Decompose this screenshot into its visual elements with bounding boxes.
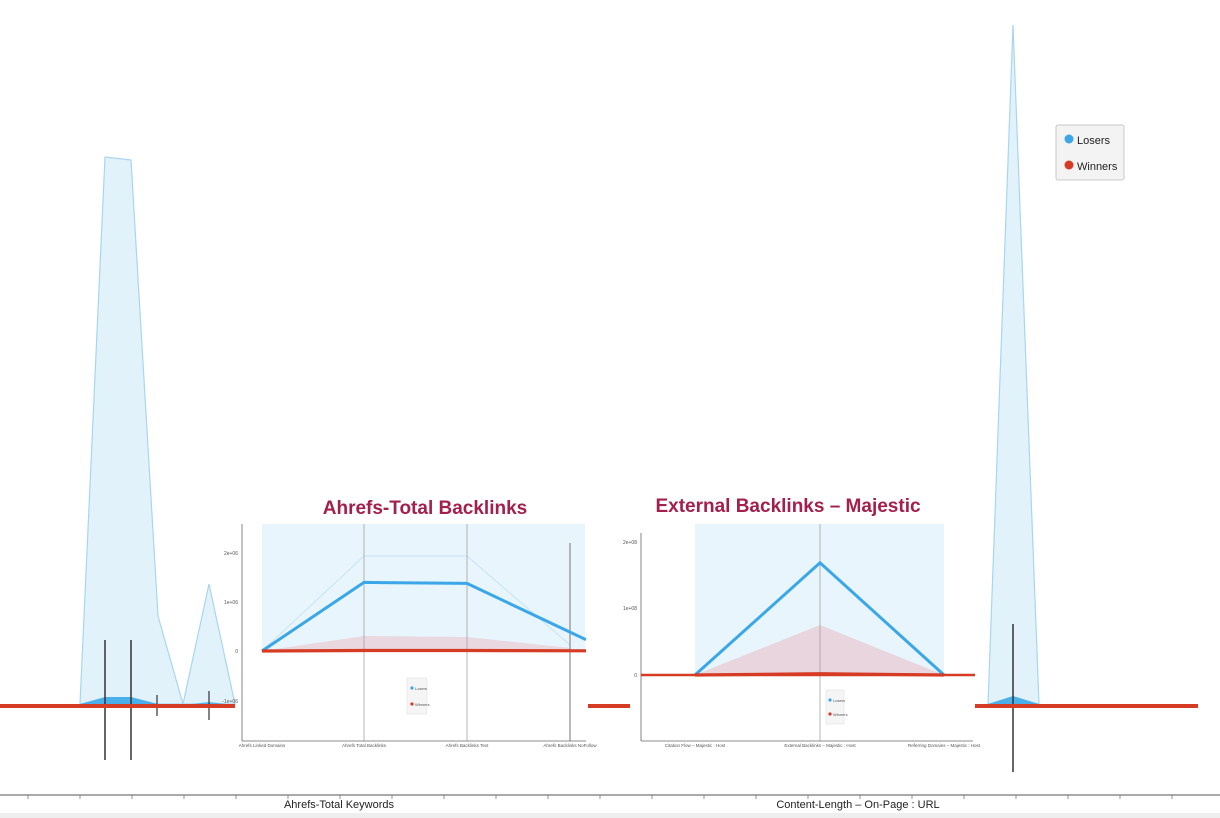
inset-2-losers-line (693, 560, 946, 677)
inset-1-winners-line (261, 648, 587, 653)
inset-ahrefs-backlinks: Ahrefs-Total Backlinks 2e+06 1e+06 0 -1e… (222, 493, 597, 755)
bottom-strip (0, 813, 1220, 818)
inset-1-legend: Losers Winners (406, 677, 430, 715)
inset-1-legend-losers-marker (410, 686, 414, 690)
legend-losers-label: Losers (1077, 135, 1111, 147)
inset-2-legend-winners-marker (828, 712, 832, 716)
x-axis-label-2: Content-Length – On-Page : URL (776, 799, 939, 811)
losers-mound-1 (80, 697, 158, 704)
inset-1-title: Ahrefs-Total Backlinks (323, 498, 527, 519)
inset-1-category-3: Ahrefs Backlinks Text (446, 743, 489, 748)
inset-1-legend-winners-marker (410, 702, 414, 706)
inset-1-winners-band (262, 636, 570, 652)
inset-1-legend-winners: Winners (415, 702, 430, 707)
inset-1-ytick-3: 0 (235, 649, 238, 655)
legend-winners-label: Winners (1077, 161, 1118, 173)
inset-2-legend-winners: Winners (833, 712, 848, 717)
inset-1-category-2: Ahrefs Total Backlinks (342, 743, 387, 748)
legend-losers-marker (1064, 134, 1074, 144)
inset-2-ytick-3: 0 (634, 673, 637, 679)
inset-2-legend-losers: Losers (833, 698, 845, 703)
legend-winners-marker (1064, 160, 1074, 170)
inset-1-ytick-4: -1e+06 (222, 699, 238, 705)
inset-2-ytick-2: 1e+08 (623, 606, 637, 612)
inset-2-legend-box (825, 689, 845, 725)
x-axis-ticks (27, 795, 1173, 799)
inset-2-legend: Losers Winners (825, 689, 848, 725)
inset-2-category-1: Citation Flow – Majestic : Host (665, 743, 726, 748)
inset-1-legend-losers: Losers (415, 686, 427, 691)
inset-2-winners-band (695, 625, 944, 675)
inset-1-ytick-2: 1e+06 (224, 600, 238, 606)
x-axis-label-1: Ahrefs-Total Keywords (284, 799, 395, 811)
inset-majestic-backlinks: External Backlinks – Majestic 2e+08 1e+0… (623, 490, 981, 755)
losers-peak-1 (79, 156, 184, 705)
inset-1-fill-band (262, 524, 585, 652)
main-chart: Ahrefs-Total Keywords Content-Length – O… (0, 24, 1220, 818)
inset-2-title: External Backlinks – Majestic (655, 496, 921, 517)
inset-1-legend-box (406, 677, 428, 715)
inset-1-losers-line (261, 580, 587, 653)
inset-1-category-4: Ahrefs Backlinks NoFollow (543, 743, 597, 748)
inset-2-category-3: Referring Domains – Majestic : Host (908, 743, 981, 748)
inset-2-ytick-1: 2e+08 (623, 540, 637, 546)
losers-peak-3 (987, 24, 1040, 705)
inset-1-ytick-1: 2e+06 (224, 551, 238, 557)
inset-1-category-1: Ahrefs Linked Domains (239, 743, 286, 748)
inset-2-legend-losers-marker (828, 698, 832, 702)
inset-2-category-2: External Backlinks – Majestic : Host (784, 743, 856, 748)
legend: Losers Winners (1055, 124, 1125, 181)
